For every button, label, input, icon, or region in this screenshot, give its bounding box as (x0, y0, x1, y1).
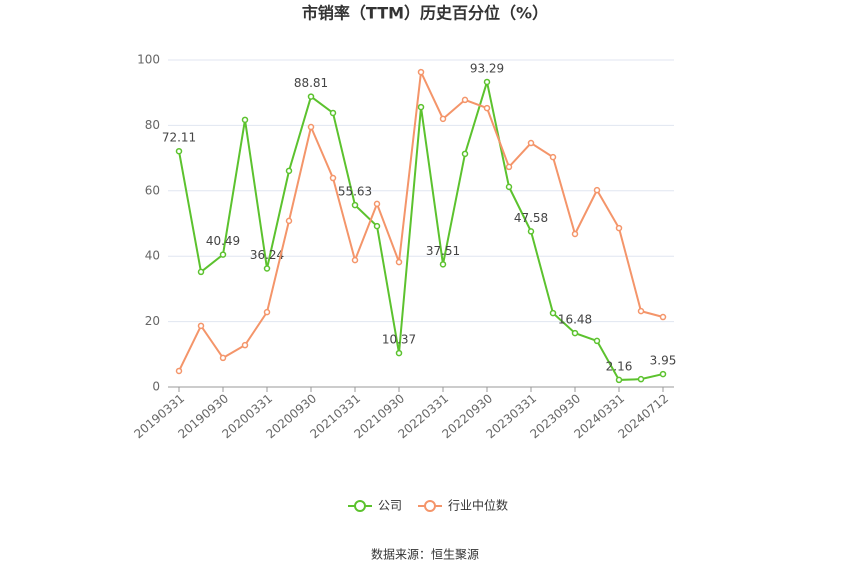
point (571, 329, 579, 337)
point (659, 370, 667, 378)
point (351, 201, 359, 209)
point (307, 123, 315, 131)
y-tick-label: 0 (152, 380, 160, 394)
source-note: 数据来源：恒生聚源 (371, 547, 479, 562)
data-label: 16.48 (558, 313, 592, 327)
point (241, 116, 249, 124)
point (417, 68, 425, 76)
data-label: 10.37 (382, 333, 416, 347)
point (549, 153, 557, 161)
point (197, 268, 205, 276)
point (175, 367, 183, 375)
legend-marker (424, 500, 436, 512)
point (615, 376, 623, 384)
point (285, 167, 293, 175)
data-label: 93.29 (470, 61, 504, 75)
point (549, 309, 557, 317)
point (373, 222, 381, 230)
data-label: 40.49 (206, 234, 240, 248)
y-tick-label: 100 (137, 53, 160, 67)
point (461, 96, 469, 104)
point (263, 265, 271, 272)
point (571, 230, 579, 238)
point (219, 354, 227, 362)
point (483, 104, 491, 112)
data-label: 3.95 (650, 354, 677, 368)
data-label: 47.58 (514, 211, 548, 225)
data-label: 55.63 (338, 185, 372, 199)
point (373, 200, 381, 208)
point (175, 147, 183, 155)
point (395, 258, 403, 266)
data-label: 2.16 (606, 359, 633, 373)
legend-item: 行业中位数 (418, 498, 508, 513)
point (483, 78, 491, 86)
point (241, 341, 249, 349)
point (637, 307, 645, 315)
legend-item: 公司 (348, 499, 402, 513)
point (527, 228, 535, 235)
data-label: 36.24 (250, 248, 284, 262)
point (351, 256, 359, 264)
point (439, 115, 447, 123)
point (461, 150, 469, 158)
point (307, 93, 315, 100)
chart-title: 市销率（TTM）历史百分位（%） (302, 4, 548, 23)
point (219, 251, 227, 258)
y-tick-label: 60 (145, 183, 160, 197)
legend-label: 公司 (378, 499, 402, 513)
y-tick-label: 20 (145, 314, 160, 328)
y-tick-label: 40 (145, 249, 160, 263)
y-tick-label: 80 (145, 118, 160, 132)
point (505, 163, 513, 171)
point (285, 217, 293, 225)
point (659, 313, 667, 321)
point (593, 337, 601, 345)
data-label: 72.11 (162, 131, 196, 145)
point (615, 224, 623, 232)
point (263, 308, 271, 316)
point (329, 109, 337, 117)
point (527, 139, 535, 147)
point (395, 349, 403, 357)
point (505, 183, 513, 191)
point (637, 375, 645, 383)
data-label: 88.81 (294, 76, 328, 90)
legend-marker (354, 500, 366, 512)
legend-label: 行业中位数 (448, 498, 508, 513)
point (417, 103, 425, 111)
point (439, 261, 447, 268)
point (593, 186, 601, 194)
data-label: 37.51 (426, 244, 460, 258)
point (197, 322, 205, 330)
point (329, 174, 337, 182)
